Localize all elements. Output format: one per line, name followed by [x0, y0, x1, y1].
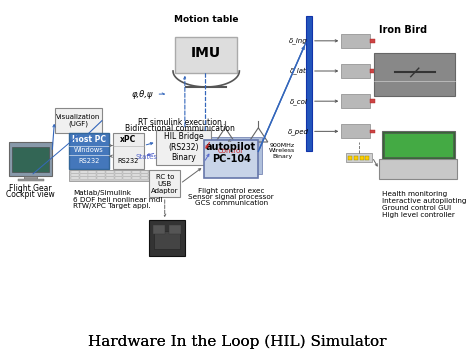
Bar — [115, 171, 122, 174]
Text: RS232: RS232 — [118, 158, 139, 164]
Bar — [341, 94, 370, 108]
Bar — [80, 177, 88, 180]
Text: autopilot
PC-104: autopilot PC-104 — [206, 142, 256, 164]
Bar — [123, 177, 131, 180]
Text: xPC: xPC — [120, 135, 137, 144]
Text: Host PC: Host PC — [72, 135, 106, 144]
Bar — [141, 174, 148, 176]
Text: States: States — [135, 154, 157, 160]
Bar — [156, 130, 211, 165]
Text: Cockpit view: Cockpit view — [7, 190, 55, 199]
Bar — [106, 174, 114, 176]
Bar — [89, 171, 96, 174]
Bar — [365, 156, 369, 160]
Bar — [149, 220, 185, 256]
Bar — [149, 170, 180, 197]
Bar — [169, 225, 181, 234]
Bar — [106, 177, 114, 180]
Text: Motion table: Motion table — [174, 15, 238, 24]
Bar — [69, 170, 178, 181]
Bar — [97, 177, 105, 180]
Text: Control: Control — [218, 148, 243, 154]
Bar — [370, 39, 375, 43]
Text: Health monitoring: Health monitoring — [382, 191, 447, 197]
Bar — [341, 64, 370, 78]
Bar — [132, 171, 140, 174]
Bar — [153, 225, 165, 234]
Text: Ground control GUI: Ground control GUI — [382, 206, 451, 211]
Bar — [55, 108, 102, 133]
Bar — [154, 231, 180, 248]
Text: δ_lng: δ_lng — [289, 37, 308, 44]
Bar — [370, 130, 375, 133]
Text: Matlab/Simulink: Matlab/Simulink — [73, 191, 131, 196]
Text: HIL Bridge
(RS232)
Binary: HIL Bridge (RS232) Binary — [164, 132, 203, 162]
Text: Hardware In the Loop (HIL) Simulator: Hardware In the Loop (HIL) Simulator — [88, 334, 386, 349]
Text: GCS communication: GCS communication — [195, 200, 268, 206]
Text: IMU: IMU — [191, 46, 221, 60]
Text: δ_col: δ_col — [290, 98, 308, 105]
Bar — [370, 69, 375, 73]
Text: 900MHz
Wireless
Binary: 900MHz Wireless Binary — [269, 143, 295, 159]
Bar — [149, 174, 157, 176]
Bar — [158, 177, 166, 180]
Bar — [167, 177, 174, 180]
Text: Windows: Windows — [74, 147, 104, 153]
Bar — [167, 171, 174, 174]
Bar — [97, 174, 105, 176]
Bar — [123, 171, 131, 174]
Bar — [113, 133, 144, 169]
Text: Bidirectional communication: Bidirectional communication — [125, 124, 235, 133]
Bar — [115, 174, 122, 176]
Bar — [348, 156, 352, 160]
Bar — [71, 174, 79, 176]
Bar — [69, 133, 109, 169]
Bar — [141, 171, 148, 174]
Bar — [89, 177, 96, 180]
Bar — [89, 174, 96, 176]
Bar — [354, 156, 358, 160]
Text: RC to
USB
Adaptor: RC to USB Adaptor — [151, 174, 179, 194]
Text: Hardware In the Loop (HIL) Simulator: Hardware In the Loop (HIL) Simulator — [88, 334, 386, 349]
Bar — [18, 179, 44, 181]
Bar — [204, 140, 258, 178]
Bar — [132, 177, 140, 180]
Text: φ,θ,ψ: φ,θ,ψ — [131, 89, 153, 99]
Bar — [80, 174, 88, 176]
Bar — [341, 34, 370, 48]
Text: Iron Bird: Iron Bird — [379, 25, 428, 35]
Bar — [71, 177, 79, 180]
Bar — [384, 132, 453, 157]
Bar — [115, 177, 122, 180]
Bar — [158, 174, 166, 176]
Bar — [132, 174, 140, 176]
Text: δ_ped: δ_ped — [288, 128, 309, 135]
Bar — [346, 153, 372, 162]
Text: RTW/XPC Target appl.: RTW/XPC Target appl. — [73, 203, 151, 208]
Bar — [71, 171, 79, 174]
Bar — [370, 99, 375, 103]
Text: δ_lat: δ_lat — [290, 67, 307, 75]
Bar — [123, 174, 131, 176]
Bar — [158, 171, 166, 174]
Bar — [167, 174, 174, 176]
Bar — [341, 124, 370, 138]
Bar — [106, 171, 114, 174]
Bar — [141, 177, 148, 180]
Bar — [382, 131, 455, 159]
Bar — [175, 37, 237, 73]
Text: Flight control exec: Flight control exec — [198, 188, 264, 194]
Text: Sensor signal processor: Sensor signal processor — [189, 194, 274, 200]
Bar — [360, 156, 364, 160]
Text: 6 DOF heli nonlinear mdl: 6 DOF heli nonlinear mdl — [73, 197, 163, 202]
Bar — [12, 147, 49, 172]
Bar — [9, 142, 52, 176]
Text: RS232: RS232 — [78, 158, 100, 164]
Bar — [149, 177, 157, 180]
Text: Interactive autopiloting: Interactive autopiloting — [382, 198, 466, 204]
Bar — [80, 171, 88, 174]
Text: RT simulink execution: RT simulink execution — [138, 118, 222, 127]
Text: Flight Gear: Flight Gear — [9, 184, 52, 193]
Bar — [374, 53, 455, 96]
Bar — [207, 137, 262, 174]
